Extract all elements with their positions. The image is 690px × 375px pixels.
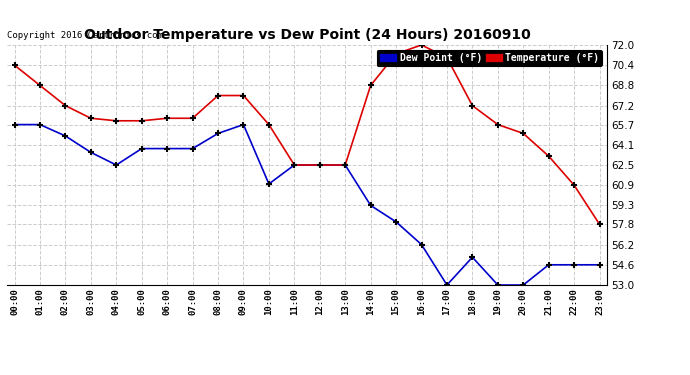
Legend: Dew Point (°F), Temperature (°F): Dew Point (°F), Temperature (°F) [377,50,602,66]
Title: Outdoor Temperature vs Dew Point (24 Hours) 20160910: Outdoor Temperature vs Dew Point (24 Hou… [83,28,531,42]
Text: Copyright 2016 Cartronics.com: Copyright 2016 Cartronics.com [7,31,163,40]
